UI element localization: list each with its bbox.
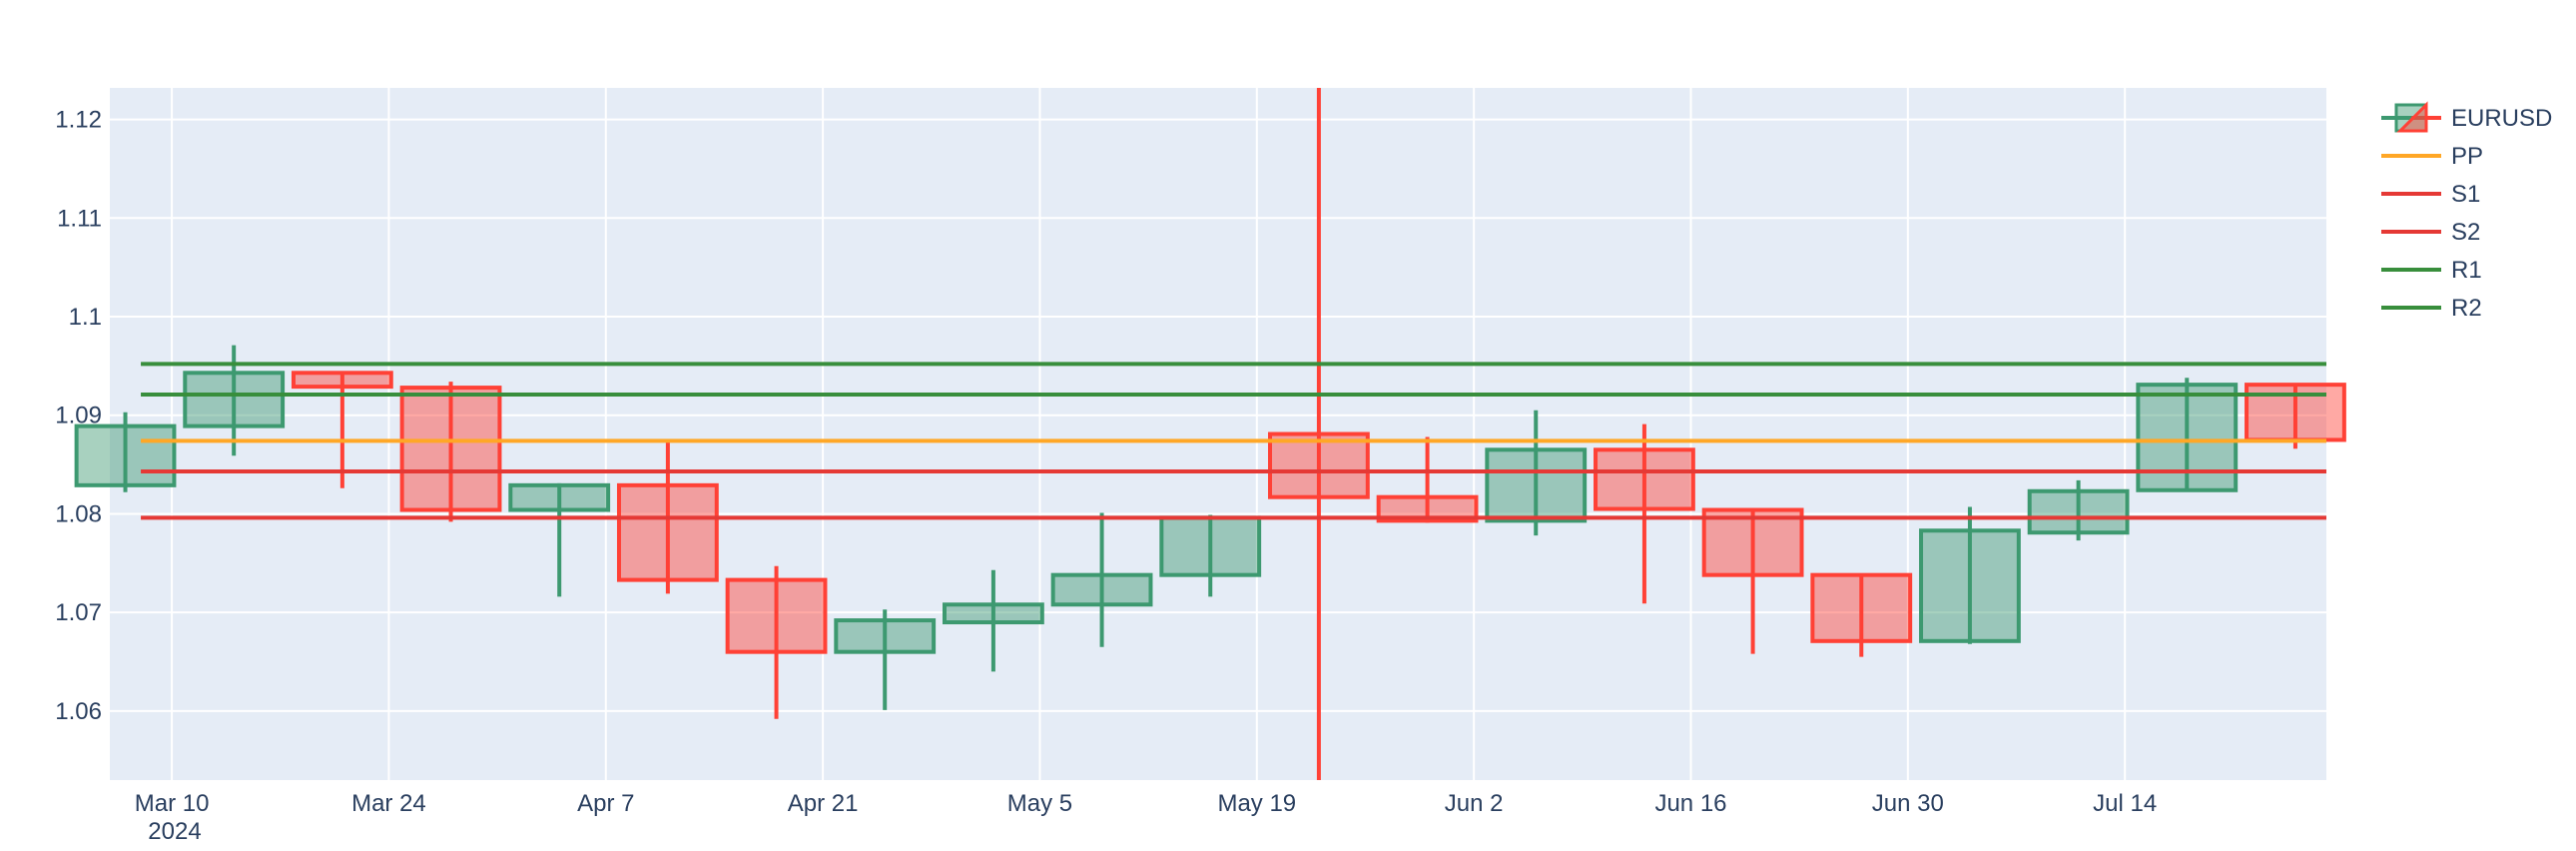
candle xyxy=(1701,507,1804,654)
candle xyxy=(1050,512,1153,647)
x-tick-label: Jul 14 xyxy=(2093,790,2157,817)
candle xyxy=(1810,572,1913,657)
candle xyxy=(1594,424,1695,604)
legend-label: EURUSD xyxy=(2451,105,2552,132)
x-tick-label: Jun 16 xyxy=(1654,790,1726,817)
x-tick-label: Apr 21 xyxy=(788,790,859,817)
level-lines xyxy=(141,362,2326,520)
candle-body xyxy=(183,371,286,428)
gridlines xyxy=(110,88,2326,780)
candle-body xyxy=(399,386,502,512)
candle-body xyxy=(1268,431,1370,499)
candle xyxy=(1376,436,1479,523)
candle xyxy=(291,371,393,488)
x-axis-year-label: 2024 xyxy=(148,818,201,845)
candle-body xyxy=(1919,528,2021,643)
candle-body xyxy=(1376,494,1479,523)
legend-item-s2: S2 xyxy=(2381,219,2480,246)
legend-label: S2 xyxy=(2451,219,2480,246)
candle-body xyxy=(2027,488,2130,535)
x-tick-label: May 19 xyxy=(1217,790,1296,817)
candle-body xyxy=(291,371,393,390)
candle-body xyxy=(942,602,1044,625)
legend-label: S1 xyxy=(2451,181,2480,208)
y-tick-label: 1.12 xyxy=(55,107,102,134)
candle xyxy=(1268,88,1370,780)
legend: EURUSD PP S1 S2 R1 R2 xyxy=(2381,101,2552,322)
y-axis-tick-labels: 1.06 1.07 1.08 1.09 1.1 1.11 1.12 xyxy=(55,107,102,725)
candle-body xyxy=(1050,572,1153,607)
legend-item-s1: S1 xyxy=(2381,181,2480,208)
candle-body xyxy=(1485,447,1588,523)
candle-body xyxy=(1159,515,1262,577)
legend-item-r2: R2 xyxy=(2381,295,2482,322)
candle-body xyxy=(2136,383,2239,492)
y-tick-label: 1.09 xyxy=(55,403,102,429)
candle-body xyxy=(834,618,937,654)
x-tick-label: Mar 24 xyxy=(351,790,426,817)
candle xyxy=(183,345,286,456)
x-tick-label: Jun 30 xyxy=(1872,790,1944,817)
x-tick-label: Mar 10 xyxy=(135,790,210,817)
candle xyxy=(1485,410,1588,536)
legend-label: PP xyxy=(2451,143,2483,170)
candle-body xyxy=(508,482,611,512)
candle xyxy=(1919,506,2021,644)
y-tick-label: 1.1 xyxy=(69,304,102,331)
candle xyxy=(399,382,502,522)
plot-area xyxy=(110,88,2326,780)
y-tick-label: 1.08 xyxy=(55,500,102,527)
x-tick-label: Jun 2 xyxy=(1445,790,1504,817)
x-tick-label: Apr 7 xyxy=(577,790,634,817)
legend-item-eurusd: EURUSD xyxy=(2381,101,2552,133)
y-tick-label: 1.06 xyxy=(55,698,102,725)
candle xyxy=(834,609,937,710)
legend-item-r1: R1 xyxy=(2381,257,2482,284)
candle xyxy=(508,482,611,597)
candle xyxy=(2027,479,2130,541)
candle-body xyxy=(1701,507,1804,577)
y-tick-label: 1.07 xyxy=(55,599,102,626)
legend-label: R1 xyxy=(2451,257,2482,284)
candle-body xyxy=(616,482,719,582)
legend-box-decreasing xyxy=(2396,101,2428,133)
legend-item-pp: PP xyxy=(2381,143,2483,170)
candle xyxy=(725,565,828,719)
x-tick-label: May 5 xyxy=(1007,790,1072,817)
candle xyxy=(942,569,1044,672)
candle xyxy=(74,412,177,492)
y-tick-label: 1.11 xyxy=(57,205,102,232)
x-axis-tick-labels: Mar 10 Mar 24 Apr 7 Apr 21 May 5 May 19 Jun 2 J… xyxy=(135,790,2157,817)
candle-body xyxy=(74,424,177,487)
candle xyxy=(1159,514,1262,597)
candle-body xyxy=(1810,572,1913,643)
candle-body xyxy=(1594,447,1695,511)
legend-label: R2 xyxy=(2451,295,2482,322)
candle-body xyxy=(725,577,828,654)
